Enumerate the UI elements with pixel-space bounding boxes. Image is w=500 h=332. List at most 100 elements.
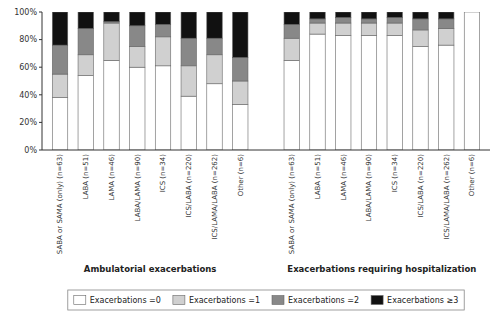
legend-label: Exacerbations =2 <box>288 296 359 305</box>
bar-segment <box>464 12 479 13</box>
bar-segment <box>284 24 299 38</box>
bar-segment <box>284 60 299 150</box>
bar-segment <box>387 18 402 24</box>
x-tick-label: SABA or SAMA (only) (n=63) <box>56 154 64 254</box>
x-tick-label: LABA/LAMA (n=90) <box>365 154 373 222</box>
y-tick-label: 40% <box>19 91 37 100</box>
bar-segment <box>130 67 145 150</box>
x-tick-label: LABA (n=51) <box>314 154 322 200</box>
bar-segment <box>233 81 248 104</box>
bar-segment <box>439 45 454 150</box>
x-tick-label: LABA/LAMA (n=90) <box>134 154 142 222</box>
y-tick-label: 60% <box>19 63 37 72</box>
bar-segment <box>130 12 145 26</box>
bar-segment <box>78 55 93 76</box>
x-axis-line <box>42 150 490 151</box>
y-tick-label: 80% <box>19 35 37 44</box>
bar-segment <box>207 55 222 84</box>
bar-segment <box>181 12 196 38</box>
bar-segment <box>387 23 402 35</box>
bar-segment <box>233 12 248 58</box>
legend-swatch <box>272 296 284 305</box>
bar-segment <box>464 12 479 150</box>
bar-segment <box>336 35 351 150</box>
bar-segment <box>361 19 376 23</box>
y-tick <box>39 12 42 13</box>
bar-segment <box>181 96 196 150</box>
bar-segment <box>233 58 248 81</box>
bar-segment <box>78 75 93 150</box>
bar-segment <box>181 38 196 66</box>
bar-segment <box>181 66 196 96</box>
bar-segment <box>52 12 67 45</box>
bar-segment <box>207 84 222 150</box>
legend-label: Exacerbations =1 <box>189 296 260 305</box>
bar-segment <box>336 12 351 18</box>
y-tick-label: 0% <box>24 146 37 155</box>
x-tick-label: ICS/LABA (n=220) <box>417 154 425 218</box>
bar-segment <box>78 12 93 29</box>
bar-segment <box>130 26 145 47</box>
bar-segment <box>464 12 479 13</box>
bar-segment <box>310 34 325 150</box>
legend-swatch <box>173 296 185 305</box>
bar-segment <box>284 12 299 24</box>
bar-segment <box>155 12 170 24</box>
bar-segment <box>104 23 119 60</box>
x-tick-label: SABA or SAMA (only) (n=63) <box>288 154 296 254</box>
x-tick-label: LABA (n=51) <box>82 154 90 200</box>
bar-segment <box>207 12 222 38</box>
y-tick <box>39 39 42 40</box>
legend-label: Exacerbations ≥3 <box>387 296 458 305</box>
x-tick-label: Other (n=6) <box>237 154 245 197</box>
bar-segment <box>78 29 93 55</box>
bar-segment <box>361 23 376 35</box>
x-tick-label: ICS (n=34) <box>391 154 399 193</box>
bar-segment <box>336 18 351 24</box>
y-tick <box>39 122 42 123</box>
bar-segment <box>413 47 428 151</box>
bar-segment <box>52 45 67 74</box>
bar-segment <box>155 66 170 150</box>
bar-segment <box>413 19 428 30</box>
y-tick-label: 100% <box>14 8 37 17</box>
bar-segment <box>439 29 454 46</box>
legend-label: Exacerbations =0 <box>90 296 161 305</box>
y-tick-label: 20% <box>19 118 37 127</box>
legend-swatch <box>74 296 86 305</box>
legend-frame <box>68 290 464 310</box>
bar-segment <box>439 19 454 29</box>
x-tick-label: ICS/LABA (n=220) <box>185 154 193 218</box>
x-tick-label: ICS (n=34) <box>159 154 167 193</box>
bar-segment <box>52 74 67 97</box>
section-label: Exacerbations requiring hospitalization <box>287 264 476 274</box>
bar-segment <box>387 35 402 150</box>
x-tick-label: ICS/LAMA/LABA (n=262) <box>211 154 219 240</box>
bar-segment <box>130 47 145 68</box>
bar-segment <box>233 104 248 150</box>
legend: Exacerbations =0 Exacerbations =1 Exacerba… <box>68 290 464 310</box>
section-label: Ambulatorial exacerbations <box>84 264 217 274</box>
y-tick <box>39 150 42 151</box>
bar-segment <box>439 12 454 19</box>
bar-segment <box>52 98 67 150</box>
bar-segment <box>361 35 376 150</box>
bar-segment <box>104 12 119 22</box>
y-tick <box>39 67 42 68</box>
bar-segment <box>310 19 325 23</box>
x-tick-label: LAMA (n=46) <box>340 154 348 201</box>
bar-segment <box>361 12 376 19</box>
bar-segment <box>207 38 222 55</box>
bars <box>52 12 479 150</box>
bar-segment <box>336 23 351 35</box>
y-axis-line <box>42 12 43 150</box>
bar-segment <box>310 12 325 19</box>
bar-segment <box>413 12 428 19</box>
bar-segment <box>464 12 479 13</box>
bar-segment <box>155 24 170 36</box>
y-tick <box>39 94 42 95</box>
bar-segment <box>387 12 402 18</box>
x-tick-label: Other (n=6) <box>468 154 476 197</box>
legend-swatch <box>371 296 383 305</box>
bar-segment <box>284 38 299 60</box>
